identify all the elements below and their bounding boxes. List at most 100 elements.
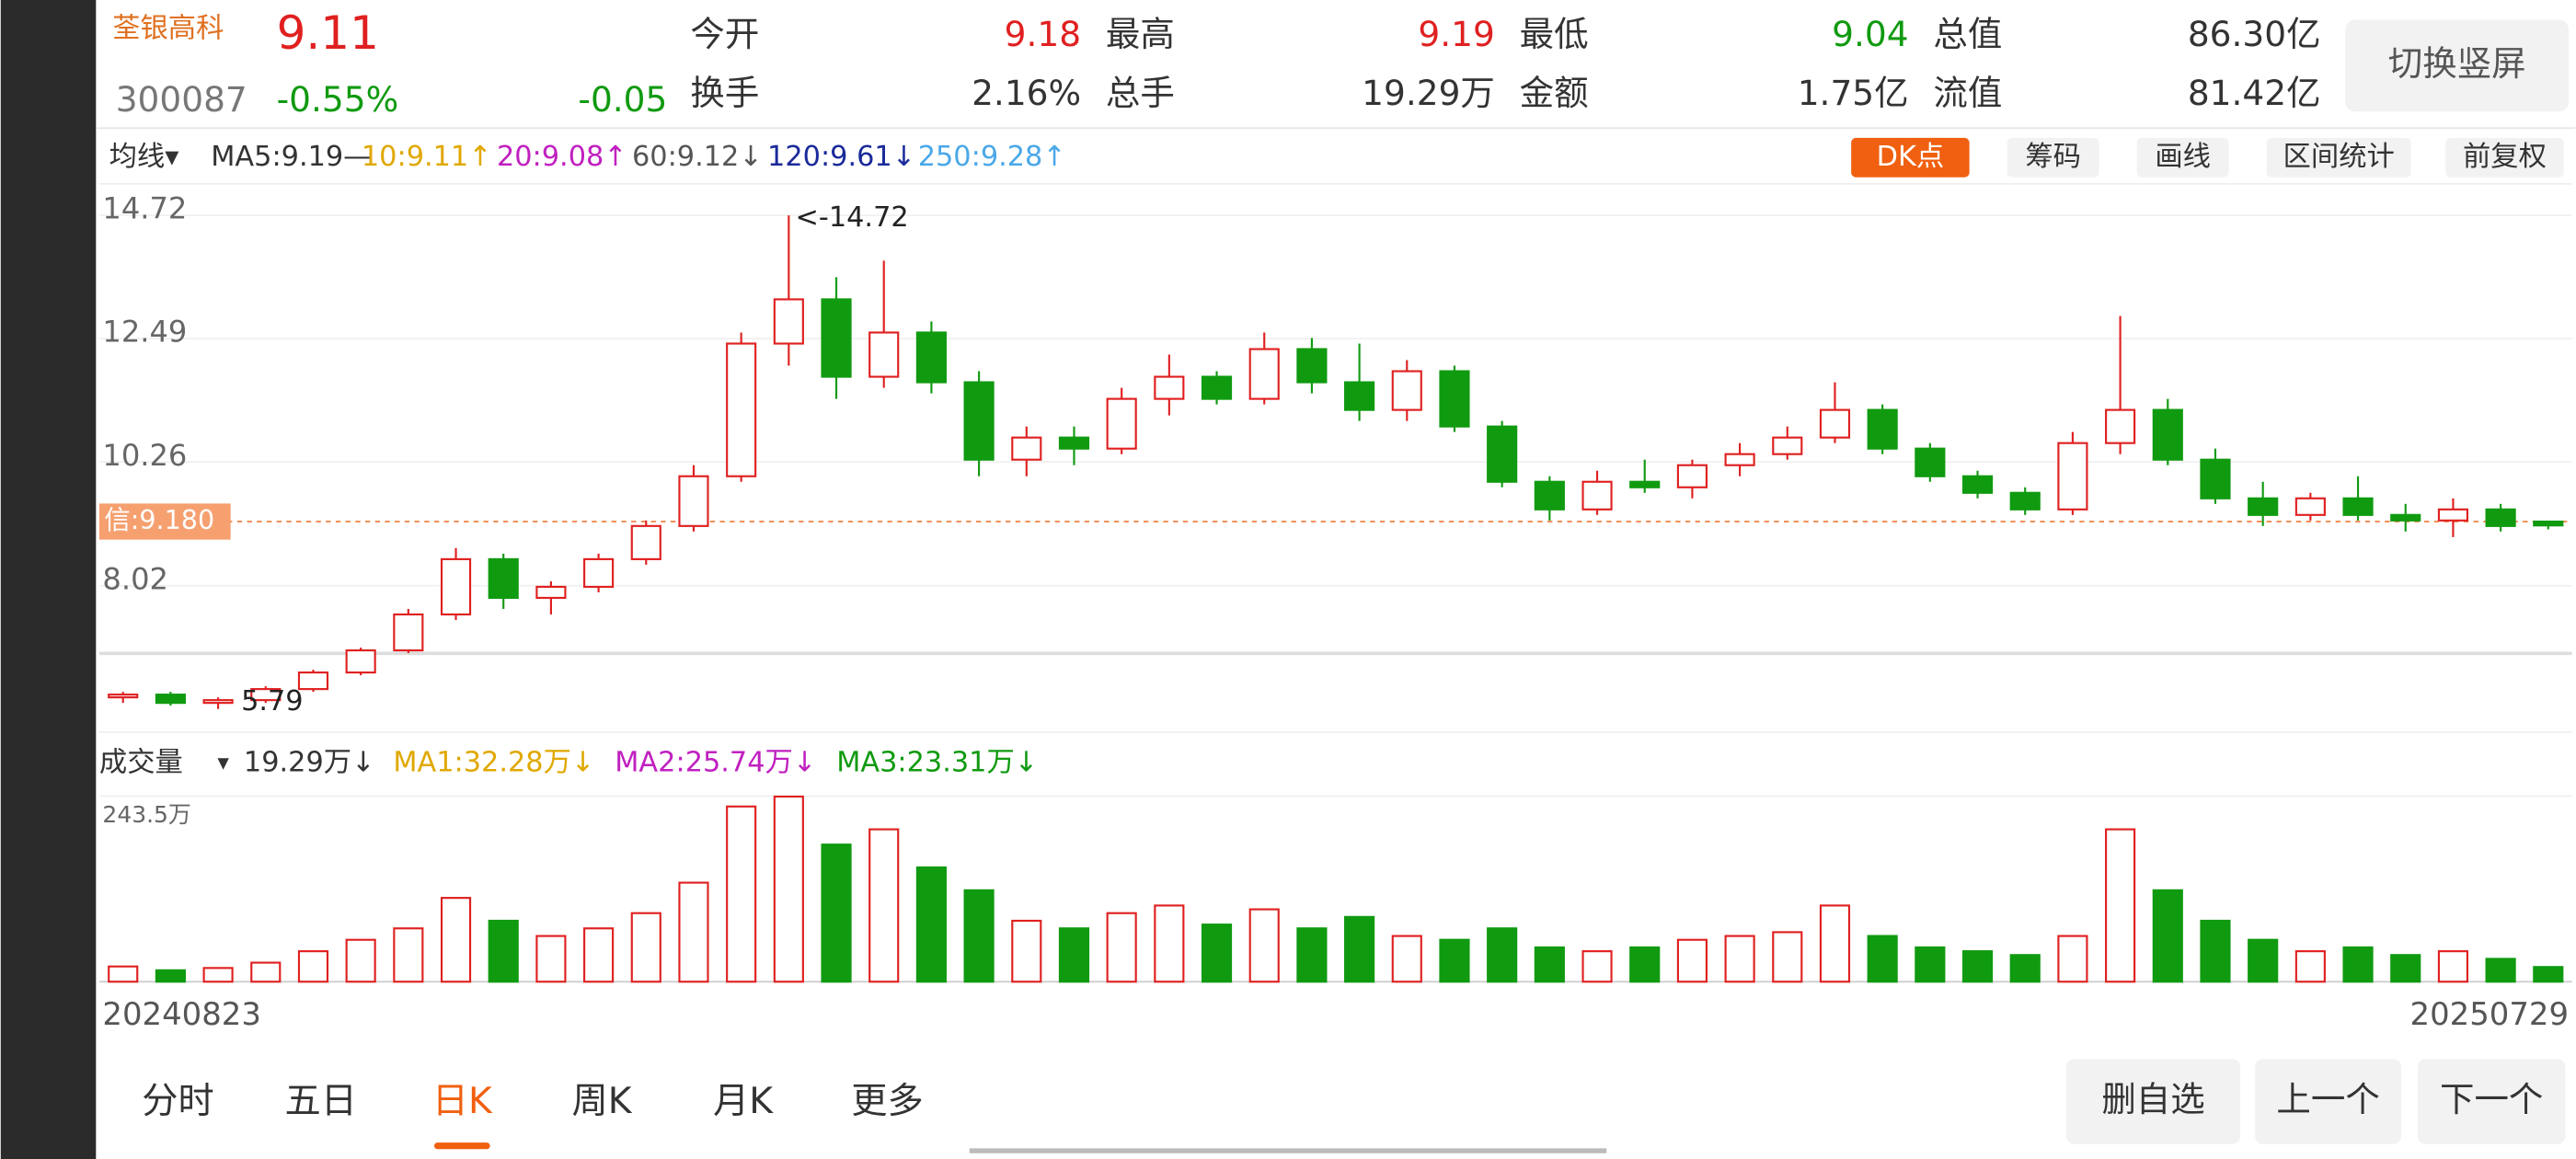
field-label: 总手	[1106, 73, 1175, 113]
toolbar-button[interactable]	[2266, 137, 2411, 178]
volume-bar	[1915, 946, 1946, 983]
candle-body	[2200, 458, 2231, 499]
candle-body	[915, 331, 947, 384]
volume-bar	[630, 912, 661, 983]
volume-bar	[440, 897, 472, 983]
candle-body	[1248, 348, 1280, 400]
volume-bar	[868, 828, 900, 983]
volume-bar	[1296, 927, 1328, 983]
toolbar-button[interactable]	[1851, 137, 1970, 178]
volume-bar	[1867, 935, 1898, 983]
candle-body	[1534, 480, 1565, 511]
candle-body	[2105, 408, 2136, 444]
volume-bar	[2105, 828, 2136, 983]
field-value: 2.16%	[972, 73, 1081, 113]
candle-body	[726, 342, 757, 477]
volume-ma-value: MA2:25.74万↓	[615, 746, 816, 778]
candle-body	[297, 671, 329, 691]
volume-bar	[1106, 912, 1137, 983]
ref-label-bg	[98, 503, 231, 540]
candle-body	[1772, 436, 1803, 455]
volume-bar	[1391, 935, 1422, 983]
volume-selector[interactable]: 成交量	[99, 746, 183, 778]
field-label: 今开	[690, 14, 759, 54]
candle-body	[345, 648, 376, 674]
candle-body	[2009, 491, 2041, 511]
y-tick-label: 8.02	[102, 561, 168, 596]
candle-body	[1676, 464, 1708, 488]
tab[interactable]: 更多	[851, 1081, 924, 1122]
candle-body	[2057, 442, 2088, 511]
stock-code: 300087	[116, 79, 247, 120]
candle-body	[2533, 520, 2564, 527]
candle-body	[1391, 370, 1422, 411]
toolbar-label: 筹码	[2025, 141, 2081, 173]
tab-indicator	[433, 1142, 490, 1150]
toolbar-button[interactable]	[2136, 137, 2229, 178]
candle-body	[821, 298, 852, 378]
action-button[interactable]	[2417, 1059, 2566, 1144]
toolbar-button[interactable]	[2445, 137, 2564, 178]
tab[interactable]: 日K	[432, 1081, 493, 1122]
volume-bar	[2057, 935, 2088, 983]
volume-bar	[583, 927, 615, 983]
volume-bar	[726, 805, 757, 983]
candle-body	[393, 613, 424, 652]
volume-bar	[535, 935, 567, 983]
volume-bar	[1058, 927, 1090, 983]
volume-bar	[821, 843, 852, 983]
candle-body	[2437, 508, 2468, 522]
change: -0.05	[578, 79, 667, 120]
volume-bar	[250, 961, 282, 983]
volume-bar	[2152, 889, 2183, 983]
candle-body	[2342, 497, 2374, 516]
tab[interactable]: 周K	[571, 1081, 632, 1122]
candle-body	[773, 298, 804, 345]
field-label: 最高	[1106, 14, 1175, 54]
field-value: 9.18	[1005, 14, 1081, 54]
tab[interactable]: 月K	[713, 1081, 774, 1122]
volume-bar	[678, 881, 709, 983]
action-label: 删自选	[2101, 1079, 2204, 1119]
action-label: 上一个	[2276, 1079, 2379, 1119]
volume-bar	[1581, 950, 1613, 983]
volume-bar	[1961, 950, 1994, 983]
volume-bar	[488, 919, 519, 983]
action-button[interactable]	[2065, 1059, 2241, 1144]
field-label: 最低	[1520, 14, 1589, 54]
button-bg	[2345, 19, 2570, 112]
candle-body	[1011, 436, 1042, 461]
field-value: 9.19	[1418, 14, 1494, 54]
candle-body	[535, 585, 567, 600]
candle-body	[440, 557, 472, 616]
tab[interactable]: 分时	[142, 1081, 214, 1122]
volume-bar	[2533, 966, 2564, 983]
rotate-button[interactable]: 切换竖屏	[2345, 19, 2570, 112]
field-label: 流值	[1933, 73, 2002, 113]
volume-bar	[963, 889, 995, 983]
volume-bar	[1487, 927, 1518, 983]
action-label: 下一个	[2440, 1079, 2543, 1119]
toolbar-button[interactable]	[2007, 137, 2099, 178]
candle-body	[963, 381, 995, 461]
volume-bar	[1439, 938, 1470, 983]
ma-value: 10:9.11↑	[362, 141, 492, 173]
ma-selector[interactable]: 均线▾	[109, 141, 180, 173]
volume-bar	[2009, 954, 2041, 983]
volume-bar	[2437, 950, 2468, 983]
volume-bar	[108, 965, 139, 983]
candle-body	[2485, 508, 2516, 527]
volume-bar	[1629, 946, 1661, 983]
candle-body	[202, 699, 234, 705]
volume-bar	[1201, 924, 1233, 983]
candle-body	[583, 557, 615, 589]
volume-bar	[297, 950, 329, 983]
candle-body	[630, 524, 661, 560]
side-bar	[0, 0, 97, 1159]
field-value: 81.42亿	[2188, 73, 2321, 113]
toolbar-label: 前复权	[2463, 141, 2547, 173]
volume-bar	[2342, 946, 2374, 983]
tab[interactable]: 五日	[285, 1081, 358, 1122]
action-button[interactable]	[2255, 1059, 2402, 1144]
